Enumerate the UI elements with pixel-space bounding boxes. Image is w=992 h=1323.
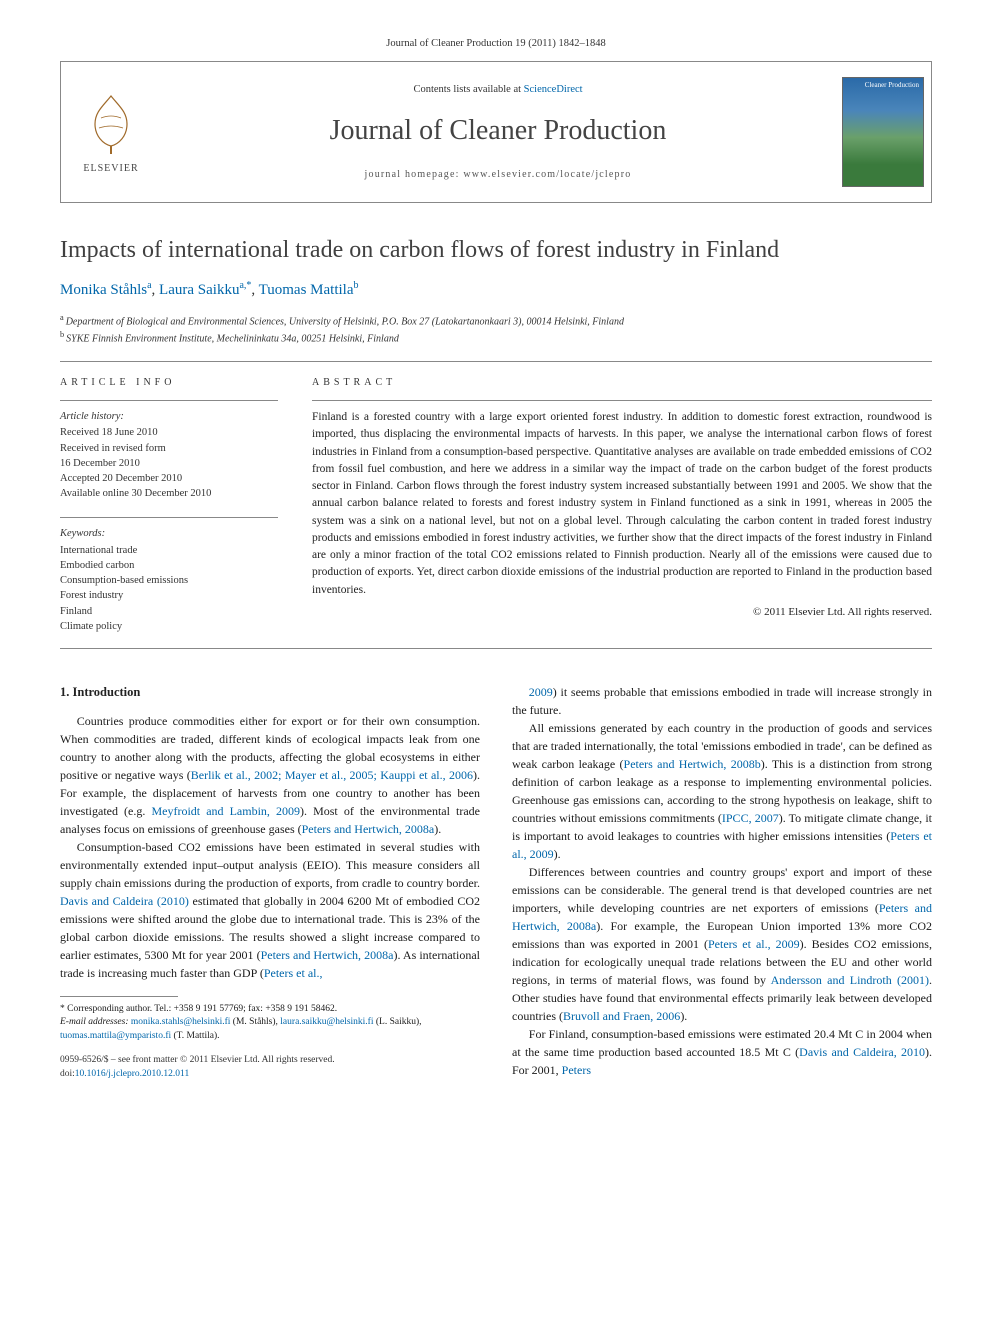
keyword: Forest industry	[60, 588, 278, 603]
history-line: Accepted 20 December 2010	[60, 471, 278, 486]
email-link[interactable]: laura.saikku@helsinki.fi	[280, 1017, 373, 1027]
elsevier-tree-icon	[81, 88, 141, 158]
citation-link[interactable]: IPCC, 2007	[722, 811, 779, 825]
email-who: (L. Saikku)	[376, 1017, 419, 1027]
footnote-divider	[60, 996, 178, 997]
keyword: Consumption-based emissions	[60, 573, 278, 588]
sciencedirect-link[interactable]: ScienceDirect	[524, 84, 583, 95]
doi-link[interactable]: 10.1016/j.jclepro.2010.12.011	[75, 1069, 189, 1079]
body-paragraph: 2009) it seems probable that emissions e…	[512, 683, 932, 719]
body-paragraph: For Finland, consumption-based emissions…	[512, 1025, 932, 1079]
body-text: Differences between countries and countr…	[512, 865, 932, 915]
cover-label: Cleaner Production	[865, 82, 919, 90]
aff-text: SYKE Finnish Environment Institute, Mech…	[66, 334, 399, 345]
footnotes: * Corresponding author. Tel.: +358 9 191…	[60, 1003, 480, 1044]
author-list: Monika Ståhlsa, Laura Saikkua,*, Tuomas …	[60, 279, 932, 302]
history-line: 16 December 2010	[60, 456, 278, 471]
journal-cover-thumb[interactable]: Cleaner Production	[835, 62, 931, 202]
body-paragraph: Consumption-based CO2 emissions have bee…	[60, 838, 480, 982]
journal-header: ELSEVIER Contents lists available at Sci…	[60, 61, 932, 203]
journal-title: Journal of Cleaner Production	[167, 111, 829, 152]
body-paragraph: All emissions generated by each country …	[512, 719, 932, 863]
citation-link[interactable]: Davis and Caldeira (2010)	[60, 894, 189, 908]
author-link[interactable]: Laura Saikku	[159, 282, 239, 298]
keyword: International trade	[60, 543, 278, 558]
bottom-meta: 0959-6526/$ – see front matter © 2011 El…	[60, 1054, 480, 1082]
citation-link[interactable]: Andersson and Lindroth (2001)	[771, 973, 929, 987]
issn-line: 0959-6526/$ – see front matter © 2011 El…	[60, 1054, 480, 1068]
journal-citation: Journal of Cleaner Production 19 (2011) …	[60, 36, 932, 51]
abstract-text: Finland is a forested country with a lar…	[312, 400, 932, 599]
body-text: ).	[434, 822, 441, 836]
body-text: ).	[680, 1009, 687, 1023]
email-who: (T. Mattila).	[174, 1031, 220, 1041]
citation-link[interactable]: Peters and Hertwich, 2008a	[261, 948, 394, 962]
citation-link[interactable]: Peters et al.,	[264, 966, 323, 980]
doi-label: doi:	[60, 1069, 75, 1079]
body-paragraph: Differences between countries and countr…	[512, 863, 932, 1025]
aff-text: Department of Biological and Environment…	[66, 316, 624, 327]
corresponding-author: * Corresponding author. Tel.: +358 9 191…	[60, 1003, 480, 1017]
history-line: Received 18 June 2010	[60, 425, 278, 440]
article-info-label: ARTICLE INFO	[60, 376, 278, 391]
author-aff-sup: a	[147, 280, 151, 291]
citation-link[interactable]: Meyfroidt and Lambin, 2009	[151, 804, 300, 818]
section-heading: 1. Introduction	[60, 683, 480, 702]
author-link[interactable]: Monika Ståhls	[60, 282, 147, 298]
citation-link[interactable]: Peters and Hertwich, 2008b	[624, 757, 761, 771]
history-line: Available online 30 December 2010	[60, 486, 278, 501]
body-text: ).	[554, 847, 561, 861]
divider	[60, 648, 932, 649]
history-label: Article history:	[60, 409, 278, 424]
body-text: ) it seems probable that emissions embod…	[512, 685, 932, 717]
citation-link[interactable]: Davis and Caldeira, 2010	[799, 1045, 925, 1059]
aff-sup: a	[60, 313, 64, 322]
body-two-column: 1. Introduction Countries produce commod…	[60, 683, 932, 1082]
header-center: Contents lists available at ScienceDirec…	[161, 62, 835, 202]
abstract-label: ABSTRACT	[312, 376, 932, 391]
email-addresses: E-mail addresses: monika.stahls@helsinki…	[60, 1016, 480, 1044]
keyword: Embodied carbon	[60, 558, 278, 573]
publisher-logo[interactable]: ELSEVIER	[61, 62, 161, 202]
contents-prefix: Contents lists available at	[413, 84, 523, 95]
citation-link[interactable]: Peters et al., 2009	[708, 937, 800, 951]
body-text: Consumption-based CO2 emissions have bee…	[60, 840, 480, 890]
email-who: (M. Ståhls)	[233, 1017, 276, 1027]
citation-link[interactable]: Peters	[562, 1063, 591, 1077]
affiliations: aDepartment of Biological and Environmen…	[60, 312, 932, 347]
abstract-column: ABSTRACT Finland is a forested country w…	[312, 376, 932, 634]
divider	[60, 361, 932, 362]
history-line: Received in revised form	[60, 441, 278, 456]
email-link[interactable]: monika.stahls@helsinki.fi	[131, 1017, 231, 1027]
aff-sup: b	[60, 330, 64, 339]
keyword: Climate policy	[60, 619, 278, 634]
keyword: Finland	[60, 604, 278, 619]
citation-link[interactable]: 2009	[529, 685, 553, 699]
author-aff-sup: a,*	[239, 280, 251, 291]
journal-homepage: journal homepage: www.elsevier.com/locat…	[167, 168, 829, 183]
citation-link[interactable]: Berlik et al., 2002; Mayer et al., 2005;…	[191, 768, 473, 782]
keywords-label: Keywords:	[60, 526, 278, 541]
email-link[interactable]: tuomas.mattila@ymparisto.fi	[60, 1031, 171, 1041]
article-info-column: ARTICLE INFO Article history: Received 1…	[60, 376, 278, 634]
contents-available-line: Contents lists available at ScienceDirec…	[167, 82, 829, 97]
citation-link[interactable]: Peters and Hertwich, 2008a	[302, 822, 435, 836]
copyright-line: © 2011 Elsevier Ltd. All rights reserved…	[312, 605, 932, 621]
emails-label: E-mail addresses:	[60, 1017, 131, 1027]
publisher-name: ELSEVIER	[83, 162, 138, 177]
article-title: Impacts of international trade on carbon…	[60, 235, 932, 265]
author-link[interactable]: Tuomas Mattila	[259, 282, 354, 298]
author-aff-sup: b	[354, 280, 359, 291]
citation-link[interactable]: Bruvoll and Fraen, 2006	[563, 1009, 680, 1023]
body-paragraph: Countries produce commodities either for…	[60, 712, 480, 838]
